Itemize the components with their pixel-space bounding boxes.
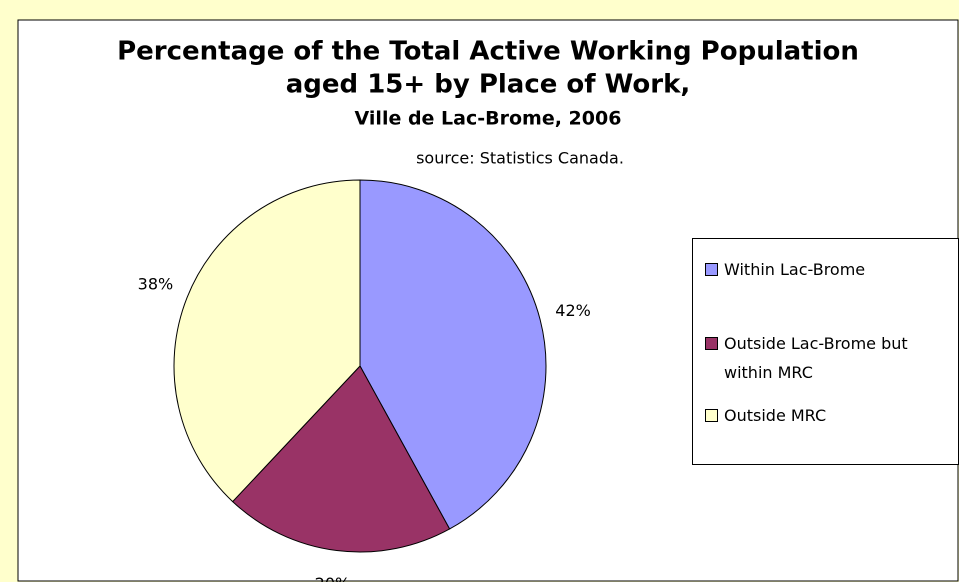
- chart-title: aged 15+ by Place of Work,: [286, 70, 691, 100]
- pie-slice: [231, 365, 451, 553]
- annotation: source: Statistics Canada.: [416, 149, 624, 168]
- data-label: 42%: [555, 301, 591, 320]
- pie-slice: [359, 179, 547, 530]
- legend-entry: Outside Lac-Brome but within MRC: [705, 329, 955, 387]
- data-label: 38%: [138, 275, 174, 294]
- legend-swatch: [705, 337, 718, 350]
- pie-slice: [173, 179, 361, 503]
- legend-entry: Outside MRC: [705, 401, 955, 430]
- legend-label: Outside Lac-Brome but within MRC: [724, 334, 908, 382]
- legend-label: Within Lac-Brome: [724, 260, 866, 279]
- data-label: 20%: [315, 574, 351, 582]
- legend-entry: Within Lac-Brome: [705, 255, 955, 284]
- legend: Within Lac-Brome Outside Lac-Brome but wi…: [692, 238, 959, 465]
- legend-label: Outside MRC: [724, 406, 827, 425]
- legend-swatch: [705, 409, 718, 422]
- chart-title: Percentage of the Total Active Working P…: [117, 37, 859, 67]
- legend-swatch: [705, 263, 718, 276]
- chart-subtitle: Ville de Lac-Brome, 2006: [355, 108, 622, 130]
